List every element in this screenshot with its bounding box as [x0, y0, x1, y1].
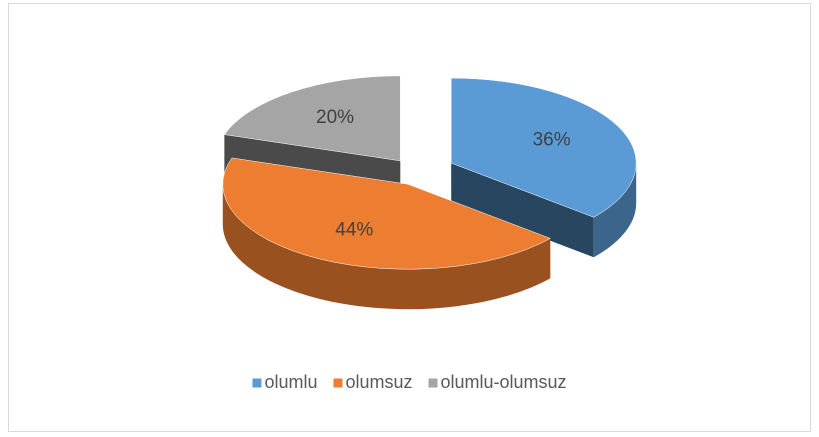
legend-swatch — [252, 378, 262, 388]
data-label: 44% — [335, 219, 373, 240]
data-label: 36% — [533, 130, 571, 151]
slice — [222, 157, 551, 270]
legend-item: olumlu — [252, 372, 317, 392]
legend-label: olumlu-olumsuz — [441, 372, 567, 392]
data-label: 20% — [316, 107, 354, 128]
legend-label: olumlu — [264, 372, 317, 392]
slice — [223, 75, 401, 162]
legend-swatch — [333, 378, 343, 388]
legend: olumlu olumsuz olumlu-olumsuz — [252, 372, 567, 392]
slice-wall — [222, 184, 551, 310]
slice — [450, 77, 637, 218]
slice-side — [451, 163, 594, 258]
pie: 36% 44% 20% — [222, 75, 637, 310]
slice-wall — [593, 163, 637, 258]
legend-swatch — [428, 378, 438, 388]
legend-label: olumsuz — [345, 372, 412, 392]
legend-item: olumsuz — [333, 372, 413, 392]
legend-item: olumlu-olumsuz — [428, 372, 567, 392]
